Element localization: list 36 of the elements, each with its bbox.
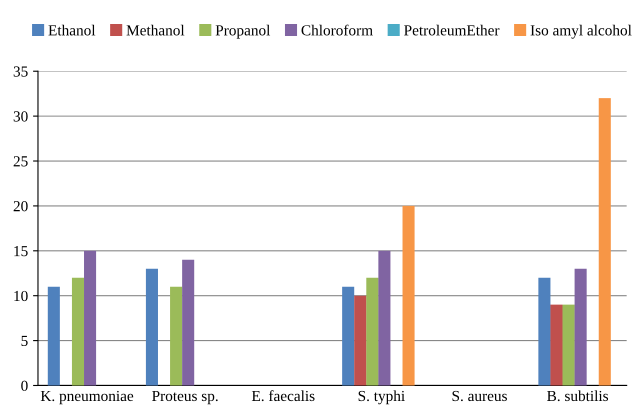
x-tick-label: Proteus sp. — [152, 390, 218, 404]
bar — [48, 286, 60, 386]
legend-label: Iso amyl alcohol — [530, 24, 632, 39]
y-tick-label: 20 — [14, 201, 28, 212]
bar — [598, 98, 611, 386]
bar — [72, 278, 84, 386]
bar — [146, 268, 158, 386]
bar — [574, 268, 587, 386]
x-tick-label: B. subtilis — [547, 390, 608, 402]
y-tick-label: 35 — [14, 66, 28, 77]
bar — [84, 250, 96, 386]
bar — [538, 278, 550, 386]
bar — [342, 286, 354, 386]
x-tick-label: K. pneumoniae — [40, 390, 134, 404]
y-tick-label: 5 — [22, 336, 28, 346]
x-tick-label: S. typhi — [358, 390, 405, 404]
y-tick-label: 30 — [14, 111, 28, 122]
bar — [170, 286, 182, 386]
bar — [550, 304, 563, 386]
bar — [354, 296, 366, 386]
bar — [402, 206, 415, 386]
y-tick-label: 0 — [21, 380, 28, 391]
legend-label: Methanol — [126, 24, 184, 36]
y-tick-label: 10 — [14, 290, 28, 302]
legend-label: Propanol — [216, 24, 270, 39]
legend-label: Ethanol — [48, 24, 96, 36]
y-tick-label: 25 — [14, 156, 28, 166]
bar — [378, 250, 390, 386]
legend-label: Chloroform — [302, 24, 373, 36]
bar — [366, 278, 378, 386]
bar — [562, 304, 575, 386]
x-tick-label: E. faecalis — [252, 390, 315, 402]
legend-label: PetroleumEther — [404, 24, 500, 36]
x-tick-label: S. aureus — [452, 390, 507, 402]
y-tick-label: 15 — [14, 246, 28, 256]
bar — [182, 260, 194, 386]
